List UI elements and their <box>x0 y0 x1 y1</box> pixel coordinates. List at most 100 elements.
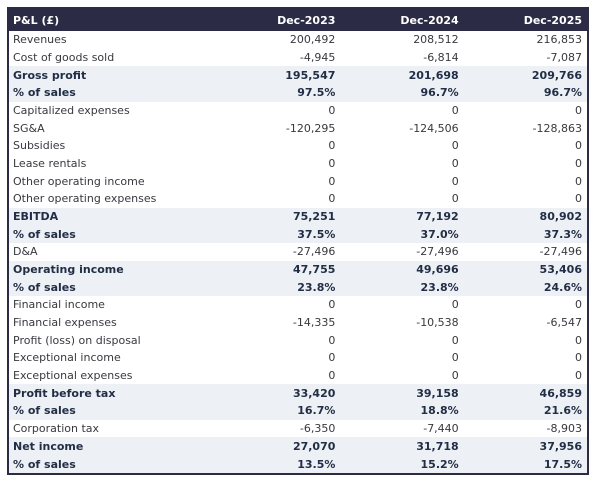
table-row: % of sales 23.8% 23.8% 24.6% <box>9 278 587 297</box>
row-label: Lease rentals <box>9 154 218 173</box>
value-cell: -27,496 <box>340 243 464 261</box>
value-cell: 96.7% <box>340 84 464 102</box>
table-row: Net income 27,070 31,718 37,956 <box>9 437 587 456</box>
col-header-dec-2024: Dec-2024 <box>340 9 464 31</box>
value-cell: 0 <box>463 101 587 120</box>
row-label: SG&A <box>9 119 218 138</box>
table-row: Financial income 0 0 0 <box>9 296 587 314</box>
table-row: Profit before tax 33,420 39,158 46,859 <box>9 384 587 403</box>
value-cell: 46,859 <box>463 384 587 403</box>
table-row: % of sales 97.5% 96.7% 96.7% <box>9 84 587 102</box>
value-cell: 97.5% <box>217 84 341 102</box>
value-cell: 200,492 <box>217 31 341 49</box>
value-cell: 0 <box>463 154 587 173</box>
table-row: EBITDA 75,251 77,192 80,902 <box>9 207 587 226</box>
value-cell: 0 <box>463 296 587 314</box>
value-cell: 13.5% <box>217 455 341 473</box>
value-cell: -10,538 <box>340 313 464 332</box>
value-cell: 0 <box>217 137 341 155</box>
row-label: Subsidies <box>9 137 218 155</box>
table-row: Capitalized expenses 0 0 0 <box>9 101 587 120</box>
table-row: Exceptional income 0 0 0 <box>9 349 587 367</box>
table-row: Exceptional expenses 0 0 0 <box>9 366 587 385</box>
header-row: P&L (£) Dec-2023 Dec-2024 Dec-2025 <box>9 9 587 31</box>
value-cell: 0 <box>217 101 341 120</box>
value-cell: 23.8% <box>340 278 464 297</box>
row-label: Profit (loss) on disposal <box>9 331 218 350</box>
row-label: Operating income <box>9 260 218 279</box>
col-header-dec-2023: Dec-2023 <box>217 9 341 31</box>
table-body: Revenues 200,492 208,512 216,853 Cost of goo… <box>9 31 587 473</box>
value-cell: 31,718 <box>340 437 464 456</box>
row-label: % of sales <box>9 402 218 420</box>
value-cell: 37.0% <box>340 225 464 244</box>
table-row: Lease rentals 0 0 0 <box>9 154 587 173</box>
table-row: Cost of goods sold -4,945 -6,814 -7,087 <box>9 48 587 67</box>
table-row: % of sales 13.5% 15.2% 17.5% <box>9 455 587 473</box>
table-row: Other operating income 0 0 0 <box>9 172 587 191</box>
value-cell: 201,698 <box>340 66 464 85</box>
value-cell: 0 <box>217 349 341 367</box>
value-cell: 0 <box>463 366 587 385</box>
row-label: EBITDA <box>9 207 218 226</box>
value-cell: -7,087 <box>463 48 587 67</box>
table-row: Operating income 47,755 49,696 53,406 <box>9 260 587 279</box>
value-cell: 80,902 <box>463 207 587 226</box>
pnl-table-frame: P&L (£) Dec-2023 Dec-2024 Dec-2025 Reven… <box>7 7 589 475</box>
table-row: SG&A -120,295 -124,506 -128,863 <box>9 119 587 138</box>
value-cell: 39,158 <box>340 384 464 403</box>
value-cell: 0 <box>463 331 587 350</box>
row-label: Exceptional expenses <box>9 366 218 385</box>
value-cell: 15.2% <box>340 455 464 473</box>
table-row: Other operating expenses 0 0 0 <box>9 190 587 208</box>
value-cell: 37.5% <box>217 225 341 244</box>
table-row: Financial expenses -14,335 -10,538 -6,547 <box>9 313 587 332</box>
value-cell: 37.3% <box>463 225 587 244</box>
pnl-table-header: P&L (£) Dec-2023 Dec-2024 Dec-2025 <box>9 9 587 31</box>
value-cell: 16.7% <box>217 402 341 420</box>
value-cell: 53,406 <box>463 260 587 279</box>
value-cell: 75,251 <box>217 207 341 226</box>
value-cell: 0 <box>217 172 341 191</box>
value-cell: 0 <box>340 172 464 191</box>
row-label: % of sales <box>9 455 218 473</box>
value-cell: 23.8% <box>217 278 341 297</box>
table-row: Corporation tax -6,350 -7,440 -8,903 <box>9 419 587 438</box>
value-cell: -128,863 <box>463 119 587 138</box>
value-cell: 33,420 <box>217 384 341 403</box>
value-cell: 195,547 <box>217 66 341 85</box>
value-cell: 0 <box>340 331 464 350</box>
value-cell: 21.6% <box>463 402 587 420</box>
row-label: Financial expenses <box>9 313 218 332</box>
value-cell: 27,070 <box>217 437 341 456</box>
table-row: Subsidies 0 0 0 <box>9 137 587 155</box>
value-cell: -8,903 <box>463 419 587 438</box>
row-label: % of sales <box>9 225 218 244</box>
value-cell: 0 <box>217 190 341 208</box>
value-cell: -27,496 <box>217 243 341 261</box>
value-cell: 77,192 <box>340 207 464 226</box>
row-label: Corporation tax <box>9 419 218 438</box>
table-row: Gross profit 195,547 201,698 209,766 <box>9 66 587 85</box>
row-label: Other operating income <box>9 172 218 191</box>
value-cell: -6,814 <box>340 48 464 67</box>
row-label: Cost of goods sold <box>9 48 218 67</box>
row-label: Net income <box>9 437 218 456</box>
row-label: % of sales <box>9 84 218 102</box>
value-cell: 0 <box>463 172 587 191</box>
table-row: % of sales 16.7% 18.8% 21.6% <box>9 402 587 420</box>
table-row: Revenues 200,492 208,512 216,853 <box>9 31 587 49</box>
value-cell: 0 <box>340 101 464 120</box>
value-cell: 0 <box>217 366 341 385</box>
value-cell: 208,512 <box>340 31 464 49</box>
value-cell: -14,335 <box>217 313 341 332</box>
value-cell: 49,696 <box>340 260 464 279</box>
value-cell: 0 <box>217 154 341 173</box>
value-cell: -124,506 <box>340 119 464 138</box>
value-cell: -120,295 <box>217 119 341 138</box>
value-cell: 0 <box>463 190 587 208</box>
value-cell: 0 <box>463 349 587 367</box>
value-cell: 17.5% <box>463 455 587 473</box>
row-label: Financial income <box>9 296 218 314</box>
value-cell: 0 <box>217 296 341 314</box>
